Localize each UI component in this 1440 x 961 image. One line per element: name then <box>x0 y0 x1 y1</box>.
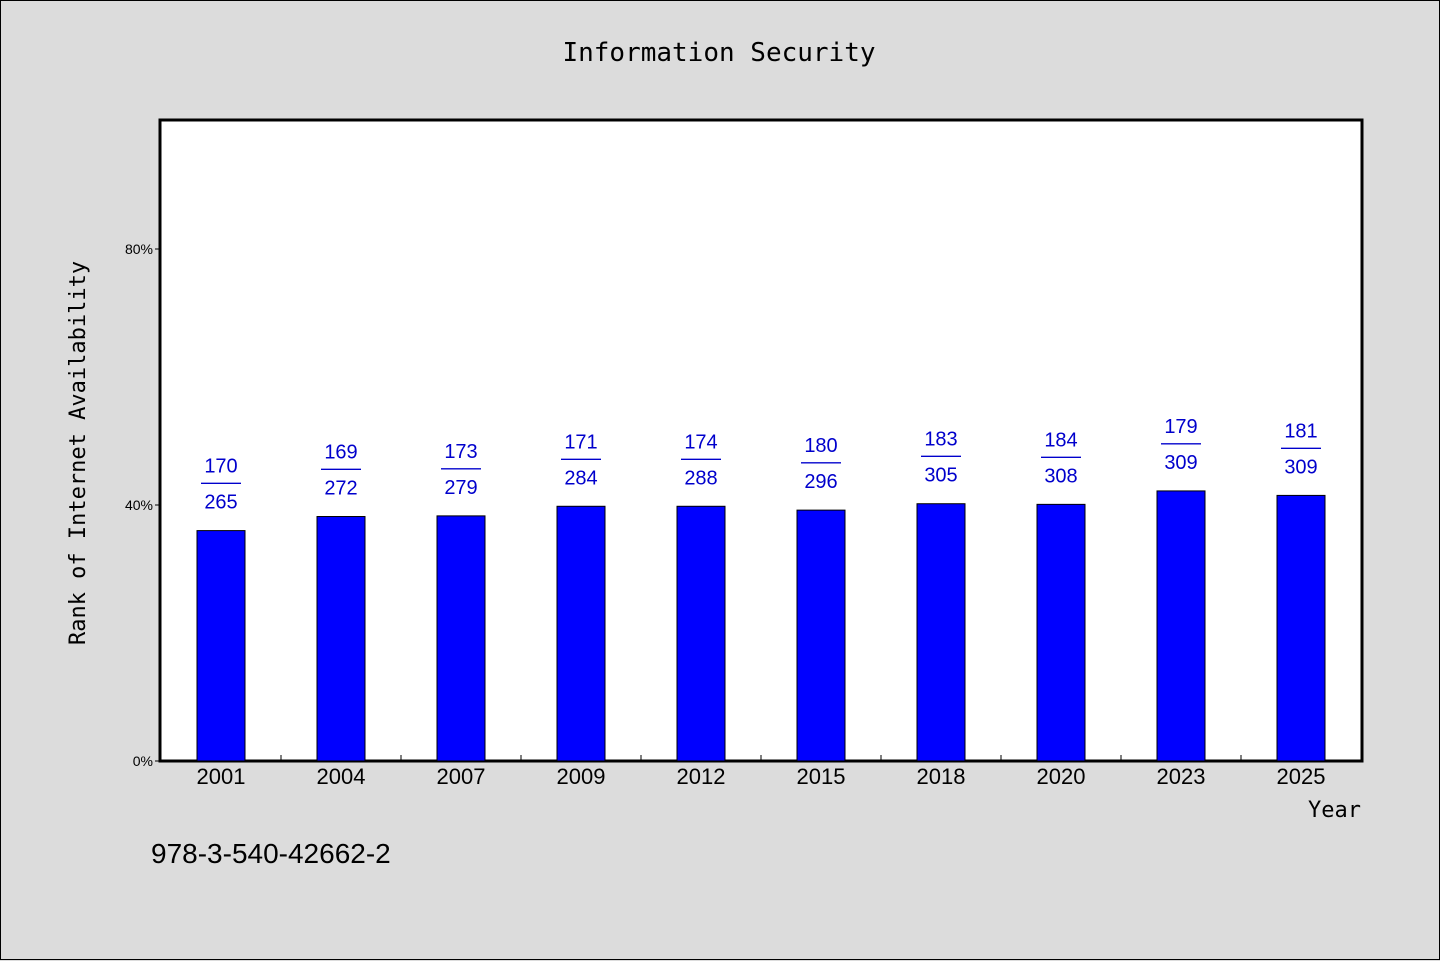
data-label-separator: —— <box>801 451 841 473</box>
bar <box>1276 494 1326 762</box>
bar <box>796 509 846 762</box>
x-tick-label: 2023 <box>1157 764 1206 789</box>
y-tick-label: 40% <box>125 497 153 513</box>
data-label-separator: —— <box>1041 445 1081 467</box>
data-label-bottom: 284 <box>564 467 597 489</box>
data-label-bottom: 309 <box>1164 452 1197 474</box>
data-label-top: 179 <box>1164 416 1197 438</box>
x-tick-label: 2012 <box>677 764 726 789</box>
y-tick-label: 80% <box>125 241 153 257</box>
data-label-bottom: 265 <box>204 492 237 514</box>
data-label-separator: —— <box>921 445 961 467</box>
axis-ticks: 0% 40% 80% 2001 2004 2007 2009 2012 2015 2018 2020… <box>125 241 1326 789</box>
x-tick-label: 2020 <box>1037 764 1086 789</box>
data-label-top: 169 <box>324 442 357 464</box>
data-label-top: 173 <box>444 441 477 463</box>
data-label-separator: —— <box>441 457 481 479</box>
data-label-bottom: 296 <box>804 471 837 493</box>
y-tick-label: 0% <box>133 753 153 769</box>
x-tick-label: 2004 <box>317 764 366 789</box>
data-label-bottom: 272 <box>324 478 357 500</box>
data-labels-group: 265——170272——169279——173284——171288——174… <box>201 416 1321 514</box>
bar <box>556 505 606 762</box>
data-label-bottom: 288 <box>684 467 717 489</box>
chart-title: Information Security <box>562 38 875 68</box>
data-label-top: 170 <box>204 456 237 478</box>
x-tick-label: 2025 <box>1277 764 1326 789</box>
data-label-bottom: 305 <box>924 465 957 487</box>
data-label-top: 180 <box>804 435 837 457</box>
data-label-separator: —— <box>321 458 361 480</box>
data-label-separator: —— <box>1161 432 1201 454</box>
data-label-top: 183 <box>924 429 957 451</box>
data-label-separator: —— <box>561 447 601 469</box>
x-tick-label: 2018 <box>917 764 966 789</box>
data-label-bottom: 308 <box>1044 465 1077 487</box>
bar <box>436 515 486 762</box>
data-label-separator: —— <box>681 447 721 469</box>
data-label-bottom: 309 <box>1284 456 1317 478</box>
bar <box>1036 503 1086 762</box>
y-axis-label: Rank of Internet Availability <box>66 261 91 645</box>
x-tick-label: 2015 <box>797 764 846 789</box>
bar <box>1156 490 1206 762</box>
x-axis-label: Year <box>1308 798 1361 823</box>
data-label-top: 181 <box>1284 420 1317 442</box>
data-label-top: 184 <box>1044 429 1077 451</box>
data-label-separator: —— <box>1281 436 1321 458</box>
x-tick-label: 2001 <box>197 764 246 789</box>
bar <box>316 516 366 762</box>
bar <box>916 503 966 762</box>
data-label-top: 174 <box>684 431 717 453</box>
data-label-top: 171 <box>564 431 597 453</box>
bar <box>196 530 246 762</box>
x-tick-label: 2007 <box>437 764 486 789</box>
data-label-separator: —— <box>201 472 241 494</box>
data-label-bottom: 279 <box>444 477 477 499</box>
bars-group <box>196 490 1326 762</box>
bar <box>676 505 726 762</box>
x-tick-label: 2009 <box>557 764 606 789</box>
isbn-footnote: 978-3-540-42662-2 <box>151 838 391 869</box>
